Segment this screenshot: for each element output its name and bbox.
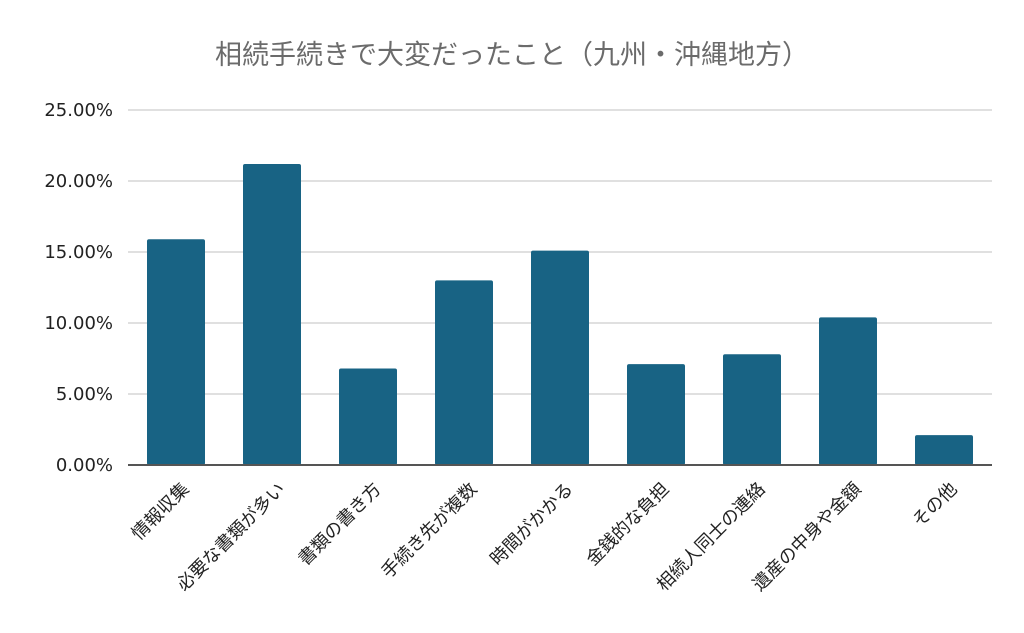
bar: [435, 280, 493, 465]
y-tick-label: 5.00%: [56, 384, 113, 405]
bar: [819, 317, 877, 465]
category-label: 手続き先が複数: [378, 479, 482, 583]
chart-title: 相続手続きで大変だったこと（九州・沖縄地方）: [215, 40, 809, 71]
bar: [723, 354, 781, 465]
category-label: 時間がかかる: [486, 479, 577, 570]
bar: [243, 163, 301, 465]
category-label: 書類の書き方: [294, 479, 385, 570]
bar: [339, 368, 397, 465]
bars: [147, 163, 973, 465]
bar: [147, 239, 205, 465]
y-tick-label: 15.00%: [44, 242, 113, 263]
y-tick-labels: 0.00% 5.00% 10.00% 15.00% 20.00% 25.00%: [44, 100, 113, 476]
category-label: 金銭的な負担: [582, 479, 673, 570]
bar: [531, 250, 589, 465]
category-label: その他: [909, 479, 962, 532]
bar: [915, 435, 973, 465]
y-tick-label: 20.00%: [44, 171, 113, 192]
y-tick-label: 25.00%: [44, 100, 113, 121]
y-tick-label: 10.00%: [44, 313, 113, 334]
y-tick-label: 0.00%: [56, 455, 113, 476]
bar: [627, 364, 685, 465]
category-label: 情報収集: [128, 479, 194, 545]
